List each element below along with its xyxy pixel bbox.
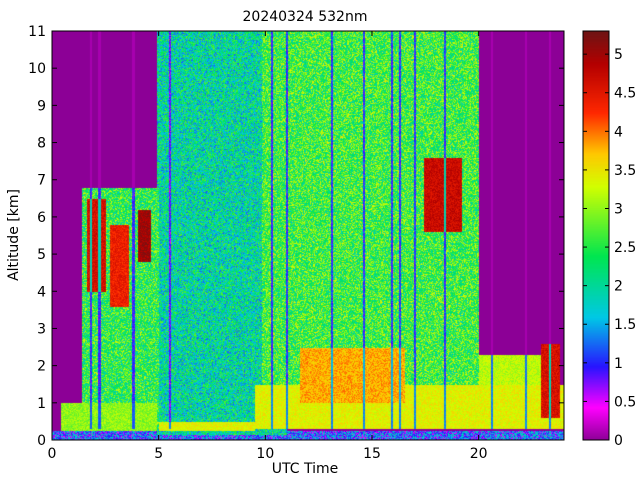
- plot-border: [51, 30, 565, 441]
- y-tick-label: 11: [28, 24, 46, 40]
- colorbar-tick-label: 0.5: [614, 394, 636, 410]
- y-tick-label: 8: [37, 136, 46, 152]
- x-tick-label: 15: [363, 446, 381, 462]
- colorbar-tick-label: 0: [614, 433, 623, 449]
- x-axis: 0 5 10 15 20: [48, 31, 488, 462]
- x-tick-label: 10: [256, 446, 274, 462]
- y-tick-label: 2: [37, 359, 46, 375]
- y-tick-label: 3: [37, 321, 46, 337]
- colorbar-tick-label: 4.5: [614, 86, 636, 102]
- heatmap-image: [52, 31, 564, 440]
- y-tick-label: 6: [37, 210, 46, 226]
- colorbar-tick-label: 1: [614, 356, 623, 372]
- colorbar-tick-label: 2: [614, 279, 623, 295]
- x-tick-label: 5: [154, 446, 163, 462]
- colorbar-tick-label: 3.5: [614, 163, 636, 179]
- y-tick-label: 1: [37, 396, 46, 412]
- colorbar-tick-label: 5: [614, 47, 623, 63]
- y-tick-label: 4: [37, 284, 46, 300]
- colorbar-gradient: [583, 31, 609, 440]
- y-axis: 0 1 2 3 4 5 6 7 8 9 10 11: [28, 24, 564, 449]
- colorbar-border: [582, 30, 610, 441]
- plot-area: [52, 31, 564, 440]
- y-tick-label: 0: [37, 433, 46, 449]
- x-tick-label: 0: [48, 446, 57, 462]
- colorbar-tick-label: 3: [614, 201, 623, 217]
- x-axis-label: UTC Time: [272, 461, 338, 477]
- y-tick-label: 9: [37, 98, 46, 114]
- y-tick-label: 10: [28, 61, 46, 77]
- plot-frame: [51, 30, 565, 441]
- y-tick-label: 5: [37, 247, 46, 263]
- y-axis-label: Altitude [km]: [6, 189, 22, 281]
- colorbar: 0 0.5 1 1.5 2 2.5 3 3.5 4 4.5 5: [582, 30, 636, 449]
- colorbar-tick-label: 2.5: [614, 240, 636, 256]
- y-tick-label: 7: [37, 173, 46, 189]
- colorbar-tick-label: 4: [614, 124, 623, 140]
- colorbar-tick-label: 1.5: [614, 317, 636, 333]
- x-tick-label: 20: [470, 446, 488, 462]
- chart-title: 20240324 532nm: [243, 9, 368, 25]
